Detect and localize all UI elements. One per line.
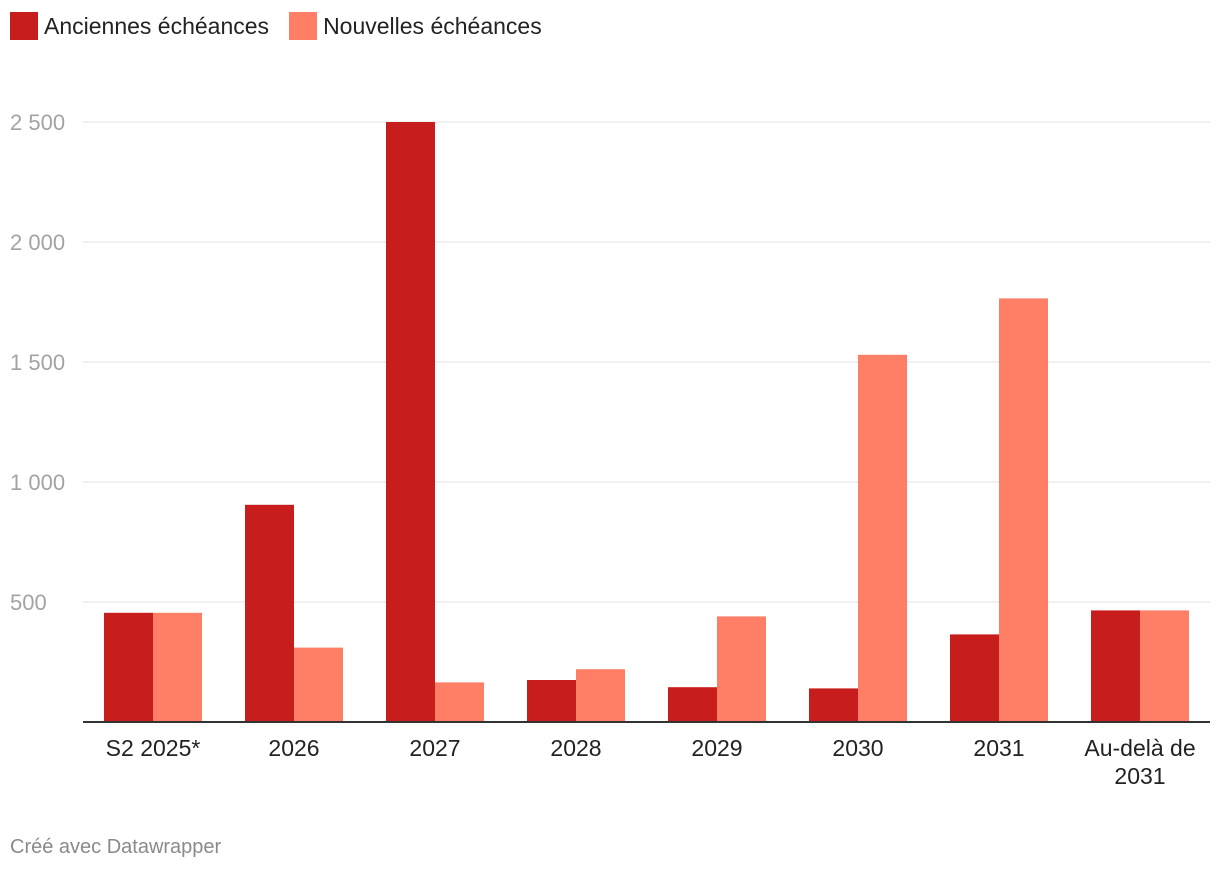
y-tick-label: 500	[10, 590, 47, 615]
legend-label-old: Anciennes échéances	[44, 12, 270, 39]
x-tick-label: Au-delà de	[1084, 735, 1195, 761]
bar-chart: 500 1 000 1 500 2 000 2 500 S2 2025* 2026 2027 2…	[10, 110, 1210, 789]
x-tick-label: 2028	[550, 735, 601, 761]
bar-old	[386, 122, 435, 722]
legend: Anciennes échéances Nouvelles échéances	[10, 12, 562, 40]
bar-old	[245, 504, 294, 722]
legend-item-old: Anciennes échéances	[10, 12, 269, 40]
y-tick-label: 2 000	[10, 230, 65, 255]
credit-text: Créé avec Datawrapper	[10, 836, 222, 858]
x-tick-label: 2030	[832, 735, 883, 761]
y-tick-label: 2 500	[10, 110, 65, 135]
bar-old	[668, 687, 717, 722]
legend-swatch-old	[10, 12, 38, 40]
bar-new	[576, 669, 625, 722]
legend-item-new: Nouvelles échéances	[289, 12, 542, 40]
bar-new	[717, 616, 766, 722]
bar-old	[950, 634, 999, 722]
bar-new	[294, 647, 343, 722]
legend-swatch-new	[289, 12, 318, 40]
bar-old	[809, 688, 858, 722]
bar-new	[435, 682, 484, 722]
bar-old	[1091, 610, 1140, 722]
y-tick-label: 1 500	[10, 350, 65, 375]
bar-old	[104, 612, 153, 722]
x-tick-label: S2 2025*	[106, 735, 201, 761]
x-tick-label: 2027	[409, 735, 460, 761]
bar-old	[527, 680, 576, 722]
legend-label-new: Nouvelles échéances	[323, 12, 542, 39]
bar-new	[153, 612, 202, 722]
y-tick-label: 1 000	[10, 470, 65, 495]
bar-new	[999, 298, 1048, 722]
x-tick-label: 2029	[691, 735, 742, 761]
bar-new	[858, 354, 907, 722]
x-tick-label: 2031	[973, 735, 1024, 761]
x-tick-label: 2026	[268, 735, 319, 761]
bar-new	[1140, 610, 1189, 722]
x-tick-label: 2031	[1114, 763, 1165, 789]
